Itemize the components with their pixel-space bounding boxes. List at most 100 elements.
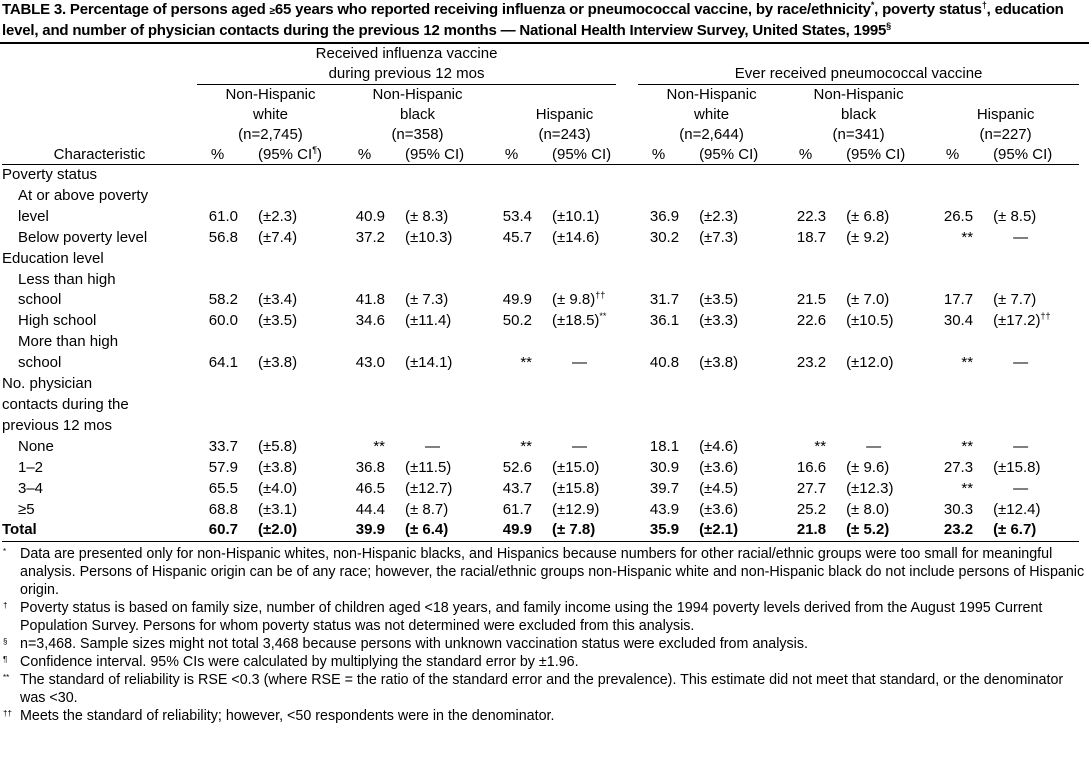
percent-cell: 49.9 [502, 291, 532, 309]
footnotes: * Data are presented only for non-Hispani… [0, 545, 1089, 725]
title-text: Percentage of persons aged [65, 1, 270, 18]
footnote-text: Poverty status is based on family size, … [20, 600, 1043, 635]
row-label: 3–4 [2, 479, 197, 500]
subgroup-header: Non-Hispanic black (n=341) [785, 85, 932, 145]
footnote-ref: †† [595, 290, 606, 301]
row-label-line: 3–4 [18, 479, 44, 497]
ci-cell: (± 7.3) [405, 291, 449, 309]
percent-cell: 30.3 [943, 500, 974, 518]
footnote: § n=3,468. Sample sizes might not total 3… [0, 635, 1089, 653]
ci-cell: (±14.6) [552, 228, 600, 246]
ci-header: (95% CI) [685, 145, 786, 165]
percent-cell: 41.8 [355, 291, 385, 309]
row-label-line: No. physician [2, 375, 93, 393]
footnote-mark: †† [3, 709, 12, 719]
subgroup-name-line: Non-Hispanic [225, 86, 316, 103]
footnote: ** The standard of reliability is RSE <0.… [0, 671, 1089, 707]
footnote-mark: ** [3, 673, 10, 683]
group-header: Received influenza vaccine during previou… [197, 44, 638, 85]
row-label-line: Below poverty level [18, 228, 148, 246]
row-label: Poverty status [2, 165, 197, 186]
percent-cell: 30.9 [649, 458, 680, 476]
group-title-line: Received influenza vaccine [315, 45, 498, 62]
ci-cell: (±3.5) [258, 312, 298, 330]
ci-cell: — [572, 354, 587, 372]
row-label: Education level [2, 249, 197, 270]
subgroup-name-line: black [399, 106, 436, 123]
ci-cell: (±2.1) [685, 520, 786, 543]
footnote-ref: * [870, 0, 875, 10]
footnote-ref: † [981, 0, 987, 10]
percent-cell: 43.7 [502, 479, 532, 497]
row-label: At or above poverty level [2, 186, 197, 228]
subgroup-header: Hispanic (n=243) [491, 85, 638, 145]
ci-cell: (±4.6) [699, 437, 739, 455]
ci-text: (±18.5) [552, 312, 600, 330]
percent-cell: 26.5 [943, 207, 974, 225]
ci-cell: (±3.8) [258, 354, 298, 372]
row-label: High school [2, 311, 197, 332]
ci-header: (95% CI¶) [244, 145, 344, 165]
row-label-line: ≥5 [18, 500, 35, 518]
ci-cell: (±12.7) [405, 479, 453, 497]
subgroup-header: Hispanic (n=227) [932, 85, 1079, 145]
ci-cell: — [1013, 437, 1029, 455]
percent-cell: 40.9 [355, 207, 385, 225]
ci-cell: (±10.5) [846, 312, 894, 330]
percent-cell: 36.9 [649, 207, 680, 225]
row-label-line: None [18, 437, 54, 455]
ci-cell: — [572, 437, 587, 455]
percent-cell: 36.1 [649, 312, 680, 330]
ci-cell: (±4.0) [258, 479, 298, 497]
group-title: Ever received pneumococcal vaccine [638, 64, 1080, 85]
percent-cell: ** [961, 479, 974, 497]
ci-cell: (±12.3) [846, 479, 894, 497]
row-label: More than high school [2, 332, 197, 374]
ci-cell: (±3.1) [258, 500, 298, 518]
ci-cell: (±17.2)†† [979, 311, 1079, 332]
percent-cell: 64.1 [208, 354, 238, 372]
row-label-line: Poverty status [2, 166, 98, 183]
subgroup-name-line: white [694, 106, 730, 123]
footnote-mark: * [3, 547, 7, 557]
subgroup-name-line: (n=2,644) [679, 126, 744, 143]
percent-cell: 21.8 [785, 520, 833, 543]
ci-cell: — [1013, 354, 1029, 372]
footnote-ref: § [886, 21, 891, 31]
group-title: Received influenza vaccine during previou… [197, 44, 617, 85]
subgroup-name-line: black [841, 106, 877, 123]
ci-cell: (± 7.7) [993, 291, 1037, 309]
data-row: None 33.7 (±5.8) ** — ** — 18.1 (±4.6) ** — ** — [2, 437, 1079, 458]
footnote: ¶ Confidence interval. 95% CIs were calcu… [0, 653, 1089, 671]
subgroup-name-line: Non-Hispanic [372, 86, 463, 103]
table-title: TABLE 3. Percentage of persons aged ≥65 … [0, 0, 1089, 44]
ci-cell: (±3.5) [699, 291, 739, 309]
group-header: Ever received pneumococcal vaccine [638, 44, 1080, 85]
percent-cell: 27.3 [943, 458, 974, 476]
row-label-line: At or above poverty [18, 186, 149, 204]
percent-cell: 60.0 [208, 312, 238, 330]
percent-cell: 31.7 [649, 291, 680, 309]
footnote: * Data are presented only for non-Hispani… [0, 545, 1089, 599]
row-label-line: school [18, 291, 62, 309]
ci-cell: (±3.6) [699, 500, 739, 518]
data-table: Received influenza vaccine during previou… [2, 44, 1080, 543]
percent-cell: 22.6 [796, 312, 827, 330]
subgroup-name-line: Non-Hispanic [666, 86, 757, 103]
percent-cell: ** [814, 437, 827, 455]
percent-cell: ** [961, 228, 974, 246]
percent-cell: 43.0 [355, 354, 385, 372]
percent-header: % [932, 145, 980, 165]
section-row: No. physician contacts during the previous… [2, 374, 1079, 437]
percent-cell: 34.6 [355, 312, 385, 330]
ci-cell: (± 7.8) [538, 520, 639, 543]
subgroup-name-line: (n=227) [979, 126, 1032, 143]
row-spacer [197, 374, 1079, 437]
ci-cell: (±12.4) [993, 500, 1041, 518]
ci-cell: (±15.8) [993, 458, 1041, 476]
title-text: , education level, and number of physici… [2, 1, 1064, 39]
percent-header: % [785, 145, 833, 165]
footnote-text: Data are presented only for non-Hispanic… [20, 546, 1085, 599]
row-label-line: 1–2 [18, 458, 44, 476]
